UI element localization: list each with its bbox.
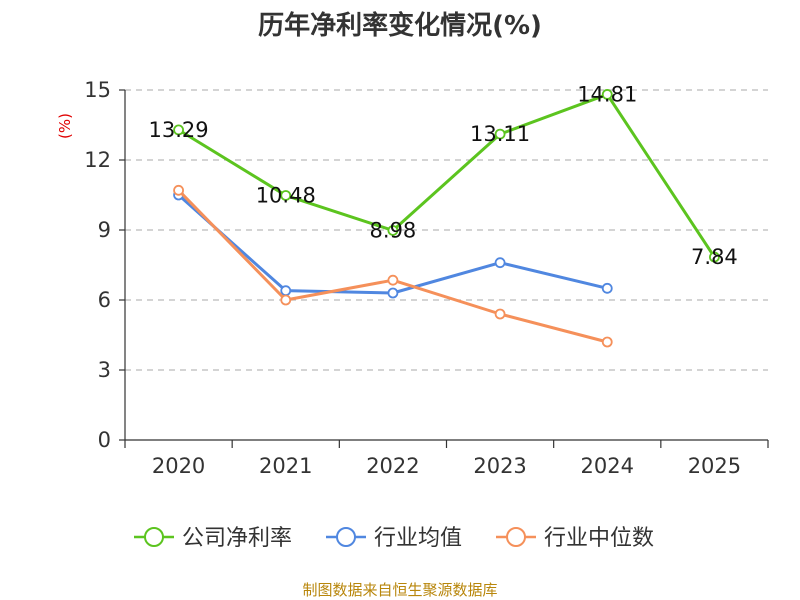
point-s1-2023[interactable] [494,257,506,269]
point-s1-2024[interactable] [601,282,613,294]
y-tick-label-9: 9 [98,218,111,242]
y-axis-label: (%) [56,113,74,139]
legend-label-0: 公司净利率 [182,526,292,551]
data-label-2025: 7.84 [691,245,738,269]
axes: 0 3 6 9 12 15 2020 2021 2022 2023 2024 2025 [84,78,769,478]
point-s2-2022[interactable] [387,274,399,286]
legend-label-1: 行业均值 [374,526,462,551]
x-tick-label-2023: 2023 [473,454,526,478]
y-tick-label-6: 6 [98,288,111,312]
point-s2-2020[interactable] [173,184,184,196]
legend-marker-1 [336,527,356,547]
data-label-2020: 13.29 [149,118,209,142]
legend-label-2: 行业中位数 [544,526,654,551]
legend-marker-0 [144,527,164,547]
x-tick-label-2020: 2020 [152,454,205,478]
point-s0-2025[interactable] [709,251,720,263]
data-label-2022: 8.98 [370,218,417,242]
x-tick-label-2021: 2021 [259,454,312,478]
legend-marker-2 [506,527,526,547]
data-labels: 13.29 10.48 8.98 13.11 14.81 7.84 [149,82,738,269]
point-s0-2022[interactable] [387,225,399,236]
legend-item-2[interactable]: 行业中位数 [496,526,654,551]
grid-lines [125,89,768,371]
point-s1-2021[interactable] [280,285,292,297]
data-label-2023: 13.11 [470,122,530,146]
x-tick-label-2022: 2022 [366,454,419,478]
x-tick-label-2024: 2024 [581,454,634,478]
series-line-0 [177,92,716,258]
series [173,89,720,348]
point-s2-2021[interactable] [280,294,292,306]
point-s2-2024[interactable] [601,336,613,348]
legend[interactable]: 公司净利率 行业均值 行业中位数 [134,526,654,551]
source-note: 制图数据来自恒生聚源数据库 [302,581,497,599]
point-s0-2020[interactable] [173,124,184,136]
y-tick-label-0: 0 [98,428,111,452]
series-line-2 [177,189,608,344]
legend-item-0[interactable]: 公司净利率 [134,526,292,551]
chart-title: 历年净利率变化情况(%) [258,10,542,41]
point-s0-2024[interactable] [601,89,613,100]
x-tick-label-2025: 2025 [688,454,741,478]
y-tick-label-12: 12 [84,148,111,172]
data-label-2021: 10.48 [256,183,316,207]
point-s1-2022[interactable] [387,287,399,299]
point-s2-2023[interactable] [494,308,506,320]
y-tick-label-15: 15 [84,78,111,102]
y-tick-label-3: 3 [98,358,111,382]
data-label-2024: 14.81 [577,82,637,106]
point-s0-2021[interactable] [280,190,292,201]
legend-item-1[interactable]: 行业均值 [326,526,462,551]
point-s0-2023[interactable] [494,128,506,140]
